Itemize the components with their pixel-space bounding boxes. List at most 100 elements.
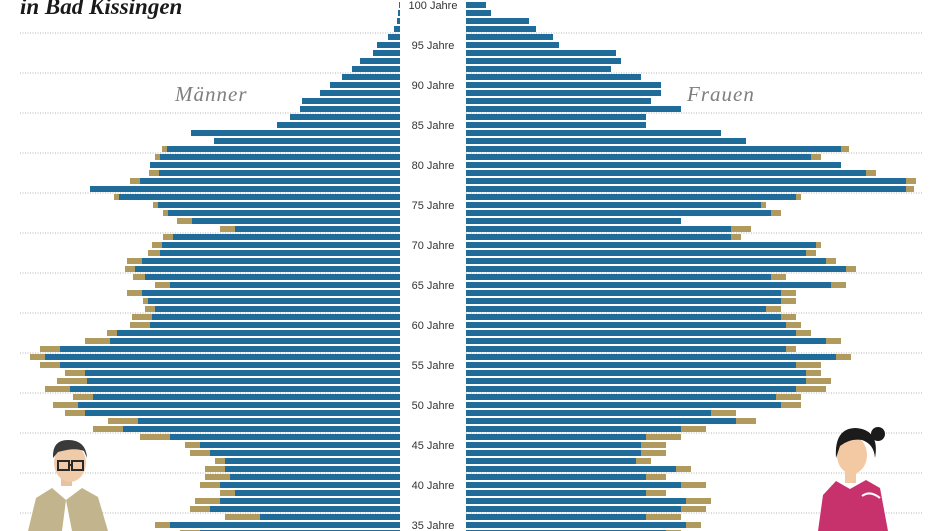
female-bar xyxy=(466,450,641,456)
gridlines xyxy=(20,32,923,514)
male-bar xyxy=(117,330,400,336)
male-bar xyxy=(93,394,400,400)
age-tick-label: 45 Jahre xyxy=(412,440,455,452)
female-bar xyxy=(466,42,559,48)
female-bar xyxy=(466,338,826,344)
female-bar xyxy=(466,10,491,16)
male-bar xyxy=(342,74,400,80)
male-bar xyxy=(210,450,400,456)
male-bar xyxy=(373,50,400,56)
female-bar xyxy=(466,186,906,192)
male-bar xyxy=(162,242,400,248)
female-bar xyxy=(466,362,796,368)
male-bar xyxy=(87,378,400,384)
male-bar xyxy=(60,362,400,368)
female-bar xyxy=(466,506,681,512)
male-bar xyxy=(192,218,400,224)
female-bar xyxy=(466,394,776,400)
male-bar xyxy=(214,138,400,144)
female-bar xyxy=(466,2,486,8)
male-bar xyxy=(360,58,400,64)
age-tick-label: 75 Jahre xyxy=(412,200,455,212)
female-bar xyxy=(466,274,771,280)
female-bar xyxy=(466,226,731,232)
female-bar xyxy=(466,138,746,144)
female-bar xyxy=(466,314,781,320)
age-tick-label: 90 Jahre xyxy=(412,80,455,92)
age-tick-labels: 100 Jahre 95 Jahre 90 Jahre 85 Jahre 80 Jahr… xyxy=(409,0,458,531)
female-bar xyxy=(466,146,841,152)
female-bar xyxy=(466,170,866,176)
female-bar xyxy=(466,218,681,224)
male-bar xyxy=(398,10,400,16)
male-bar xyxy=(70,386,400,392)
female-bar xyxy=(466,58,621,64)
male-bar xyxy=(220,482,400,488)
male-bar xyxy=(397,18,400,24)
male-bar xyxy=(85,410,400,416)
male-bar xyxy=(210,506,400,512)
male-bar xyxy=(145,274,400,280)
female-bar xyxy=(466,290,781,296)
female-bar xyxy=(466,514,646,520)
male-bar xyxy=(90,186,400,192)
female-bar xyxy=(466,386,796,392)
female-bar xyxy=(466,74,641,80)
man-with-glasses-icon xyxy=(28,440,108,531)
age-tick-label: 100 Jahre xyxy=(409,0,458,12)
female-bar xyxy=(466,282,831,288)
female-bar xyxy=(466,378,806,384)
female-bar xyxy=(466,434,646,440)
male-bar xyxy=(140,178,400,184)
female-bar xyxy=(466,458,636,464)
male-bar xyxy=(60,346,400,352)
female-bars xyxy=(466,2,916,531)
male-bar xyxy=(200,442,400,448)
female-bar xyxy=(466,522,686,528)
male-bar xyxy=(142,258,400,264)
male-bar xyxy=(78,402,400,408)
female-bar xyxy=(466,466,676,472)
male-bar xyxy=(45,354,400,360)
age-tick-label: 40 Jahre xyxy=(412,480,455,492)
male-bar xyxy=(123,426,400,432)
male-bar xyxy=(225,458,400,464)
female-bar xyxy=(466,26,536,32)
male-bar xyxy=(399,2,400,8)
male-bar xyxy=(260,514,400,520)
female-bar xyxy=(466,474,646,480)
female-bar xyxy=(466,178,906,184)
male-bar xyxy=(110,338,400,344)
female-bar xyxy=(466,258,826,264)
female-bar xyxy=(466,50,616,56)
male-bar xyxy=(300,106,400,112)
age-tick-label: 55 Jahre xyxy=(412,360,455,372)
female-bar xyxy=(466,426,681,432)
male-bar xyxy=(330,82,400,88)
female-bar xyxy=(466,90,661,96)
male-bar xyxy=(388,34,400,40)
age-tick-label: 35 Jahre xyxy=(412,520,455,531)
male-bar xyxy=(191,130,400,136)
female-bar xyxy=(466,18,529,24)
woman-icon xyxy=(818,427,888,531)
male-bar xyxy=(152,314,400,320)
chart-title: in Bad Kissingen xyxy=(20,0,183,19)
female-bar xyxy=(466,266,846,272)
male-bar xyxy=(220,498,400,504)
female-bar xyxy=(466,130,721,136)
male-bar xyxy=(155,306,400,312)
female-bar xyxy=(466,410,711,416)
female-bar xyxy=(466,106,681,112)
female-bar xyxy=(466,298,781,304)
male-bar xyxy=(159,170,400,176)
female-bar xyxy=(466,330,796,336)
female-bar xyxy=(466,122,646,128)
male-bars xyxy=(30,2,400,531)
male-bar xyxy=(150,322,400,328)
female-bar xyxy=(466,114,646,120)
male-bar xyxy=(277,122,400,128)
age-tick-label: 60 Jahre xyxy=(412,320,455,332)
female-bar xyxy=(466,82,661,88)
